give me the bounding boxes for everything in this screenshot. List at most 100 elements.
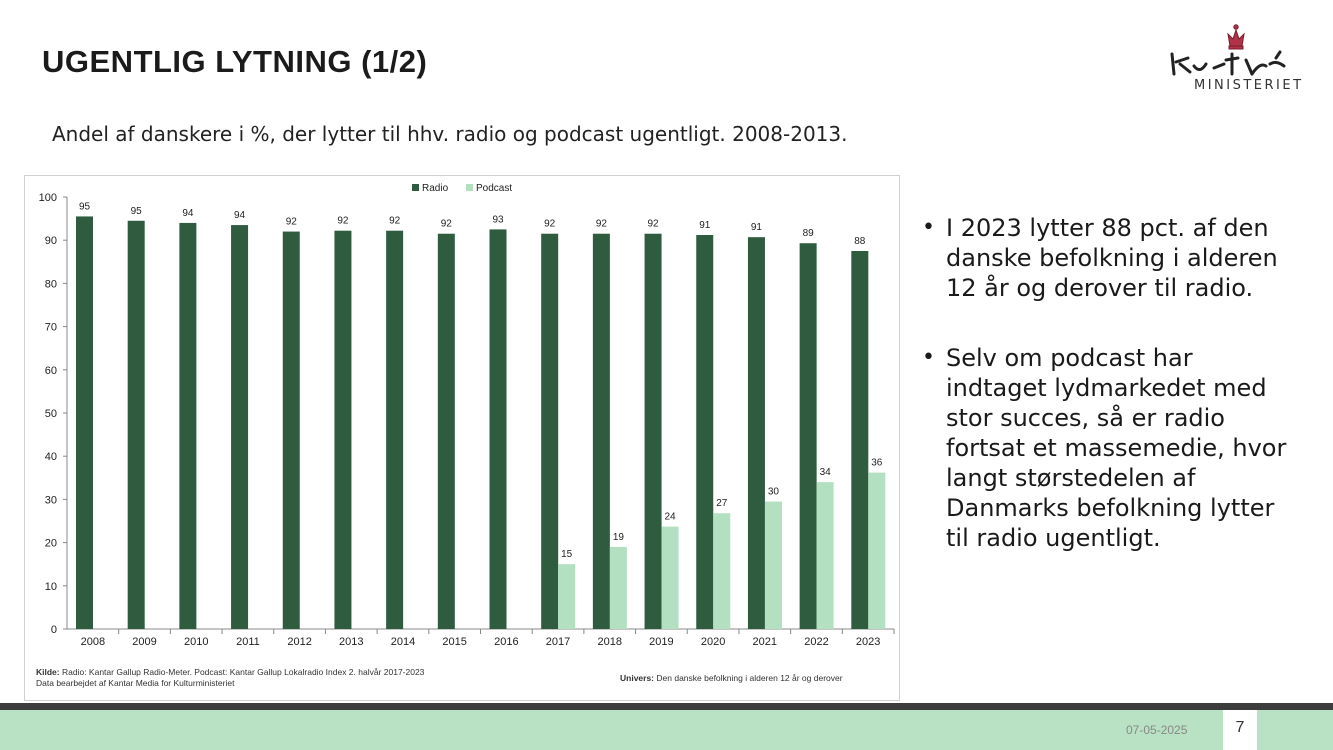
logo-wordmark: MINISTERIET xyxy=(1194,78,1304,93)
chart-universe-note: Univers: Den danske befolkning i alderen… xyxy=(620,673,843,683)
radio-bar xyxy=(386,230,404,630)
radio-bar xyxy=(489,229,507,629)
x-tick-label: 2020 xyxy=(701,636,725,648)
radio-data-label: 95 xyxy=(79,201,91,212)
y-tick-label: 90 xyxy=(45,235,57,247)
y-tick-label: 0 xyxy=(51,624,57,636)
x-tick-label: 2011 xyxy=(236,636,260,648)
source-text-line2: Data bearbejdet af Kantar Media for Kult… xyxy=(36,678,235,688)
bullet-list: • I 2023 lytter 88 pct. af den danske bef… xyxy=(922,213,1294,593)
x-tick-label: 2008 xyxy=(81,636,105,648)
radio-data-label: 91 xyxy=(751,222,763,233)
legend-label: Radio xyxy=(422,183,449,194)
y-tick-label: 60 xyxy=(45,365,57,377)
radio-bar xyxy=(747,237,765,629)
y-tick-label: 10 xyxy=(45,581,57,593)
chart-source-note: Kilde: Radio: Kantar Gallup Radio-Meter.… xyxy=(36,667,424,689)
radio-data-label: 92 xyxy=(648,219,660,230)
radio-data-label: 92 xyxy=(389,216,401,227)
x-tick-label: 2016 xyxy=(494,636,518,648)
x-tick-label: 2015 xyxy=(442,636,466,648)
x-tick-label: 2021 xyxy=(753,636,777,648)
radio-data-label: 88 xyxy=(854,236,866,247)
chart-subtitle: Andel af danskere i %, der lytter til hh… xyxy=(52,122,848,146)
legend-swatch xyxy=(412,184,419,191)
podcast-bar xyxy=(609,546,627,629)
podcast-data-label: 24 xyxy=(665,512,677,523)
bullet-text: Selv om podcast har indtaget lydmarkedet… xyxy=(946,344,1287,552)
y-tick-label: 40 xyxy=(45,451,57,463)
footer-date: 07-05-2025 xyxy=(1126,723,1188,737)
radio-data-label: 89 xyxy=(803,228,815,239)
y-tick-label: 80 xyxy=(45,278,57,290)
radio-bar xyxy=(696,235,714,629)
radio-bar xyxy=(76,216,93,629)
footer-band xyxy=(0,710,1333,750)
bar-chart: 0 10 20 30 40 50 60 70 80 90 100 2008 95 2009 95 2010 94… xyxy=(39,183,895,648)
x-tick-label: 2022 xyxy=(804,636,828,648)
page-number: 7 xyxy=(1235,719,1245,736)
podcast-data-label: 34 xyxy=(820,467,832,478)
source-text: Radio: Kantar Gallup Radio-Meter. Podcas… xyxy=(62,667,425,677)
ministry-logo: MINISTERIET xyxy=(1166,22,1316,98)
radio-data-label: 93 xyxy=(492,214,504,225)
logo-signature-icon xyxy=(1170,24,1286,76)
radio-data-label: 92 xyxy=(441,219,453,230)
radio-data-label: 92 xyxy=(337,216,349,227)
y-tick-label: 100 xyxy=(39,192,57,204)
radio-bar xyxy=(282,231,300,629)
universe-text: Den danske befolkning i alderen 12 år og… xyxy=(656,673,843,683)
radio-bar xyxy=(592,233,610,629)
bullet-item: • Selv om podcast har indtaget lydmarkede… xyxy=(922,343,1294,553)
x-tick-label: 2010 xyxy=(184,636,208,648)
y-tick-label: 70 xyxy=(45,322,57,334)
legend-label: Podcast xyxy=(476,183,512,194)
x-tick-label: 2023 xyxy=(856,636,880,648)
radio-data-label: 92 xyxy=(596,219,608,230)
chart-container: 0 10 20 30 40 50 60 70 80 90 100 2008 95 2009 95 2010 94… xyxy=(24,175,900,701)
slide-title: UGENTLIG LYTNING (1/2) xyxy=(42,44,428,79)
radio-bar xyxy=(231,225,249,629)
podcast-data-label: 27 xyxy=(716,498,728,509)
podcast-bar xyxy=(661,526,679,629)
footer-divider xyxy=(0,703,1333,710)
podcast-bar xyxy=(764,501,782,629)
podcast-bar xyxy=(816,482,834,629)
radio-data-label: 95 xyxy=(131,206,143,217)
x-tick-label: 2012 xyxy=(287,636,311,648)
podcast-bar xyxy=(558,564,576,629)
bullet-item: • I 2023 lytter 88 pct. af den danske bef… xyxy=(922,213,1294,303)
podcast-data-label: 15 xyxy=(561,549,573,560)
radio-bar xyxy=(644,233,662,629)
radio-bar xyxy=(799,243,817,629)
podcast-data-label: 30 xyxy=(768,487,780,498)
y-tick-label: 50 xyxy=(45,408,57,420)
x-tick-label: 2017 xyxy=(546,636,570,648)
radio-data-label: 92 xyxy=(286,217,298,228)
x-tick-label: 2009 xyxy=(132,636,156,648)
radio-data-label: 94 xyxy=(234,210,246,221)
radio-bar xyxy=(541,233,559,629)
x-tick-label: 2014 xyxy=(391,636,415,648)
y-tick-label: 20 xyxy=(45,538,57,550)
radio-data-label: 92 xyxy=(544,219,556,230)
x-tick-label: 2013 xyxy=(339,636,363,648)
podcast-bar xyxy=(868,472,886,629)
radio-data-label: 94 xyxy=(182,208,194,219)
legend-swatch xyxy=(466,184,473,191)
radio-bar xyxy=(127,220,145,629)
radio-bar xyxy=(437,233,455,629)
universe-label: Univers: xyxy=(620,673,655,683)
radio-bar xyxy=(851,251,869,629)
bullet-dot-icon: • xyxy=(922,215,935,240)
x-tick-label: 2019 xyxy=(649,636,673,648)
source-label: Kilde: xyxy=(36,667,60,677)
y-tick-label: 30 xyxy=(45,494,57,506)
podcast-bar xyxy=(713,513,731,629)
x-tick-label: 2018 xyxy=(597,636,621,648)
podcast-data-label: 19 xyxy=(613,532,625,543)
radio-bar xyxy=(334,230,352,630)
page-number-box: 7 xyxy=(1223,710,1257,750)
bullet-dot-icon: • xyxy=(922,345,935,370)
podcast-data-label: 36 xyxy=(871,458,883,469)
